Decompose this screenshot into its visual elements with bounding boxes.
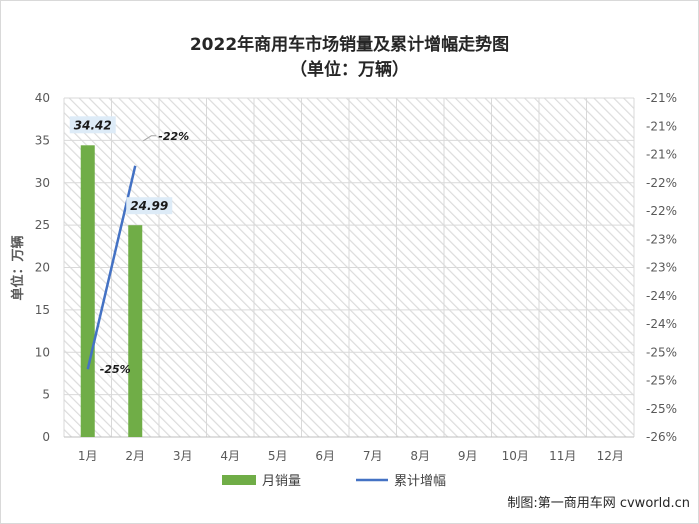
- x-tick-label: 1月: [78, 449, 98, 463]
- y2-tick-label: -21%: [646, 119, 677, 133]
- y2-tick-label: -25%: [646, 374, 677, 388]
- y2-tick-label: -21%: [646, 148, 677, 162]
- chart-title: 2022年商用车市场销量及累计增幅走势图: [189, 35, 510, 55]
- y-tick-label: 30: [35, 176, 50, 190]
- line-data-label: -22%: [158, 130, 189, 143]
- x-tick-label: 10月: [502, 449, 529, 463]
- y2-tick-label: -23%: [646, 232, 677, 246]
- legend-swatch-monthly-sales: [222, 475, 256, 485]
- y-tick-label: 5: [42, 388, 50, 402]
- y2-tick-label: -24%: [646, 289, 677, 303]
- y2-tick-label: -24%: [646, 317, 677, 331]
- legend-label-cumulative-growth: 累计增幅: [394, 474, 446, 489]
- x-tick-label: 9月: [458, 449, 478, 463]
- bar-data-label-box: [69, 116, 116, 134]
- line-label-leader: [142, 135, 157, 142]
- legend-label-monthly-sales: 月销量: [262, 474, 301, 489]
- y-tick-label: 40: [35, 91, 50, 105]
- y-axis-label: 单位：万辆: [10, 235, 26, 300]
- x-tick-label: 4月: [220, 449, 240, 463]
- x-tick-label: 5月: [268, 449, 288, 463]
- y2-tick-label: -25%: [646, 402, 677, 416]
- x-tick-label: 3月: [173, 449, 193, 463]
- bar-1月: [80, 145, 95, 437]
- y-tick-label: 20: [35, 261, 50, 275]
- y-tick-label: 35: [35, 133, 50, 147]
- y2-tick-label: -25%: [646, 345, 677, 359]
- bar-data-label-box: [126, 197, 173, 215]
- bar-data-label: 24.99: [130, 199, 168, 213]
- y2-tick-label: -22%: [646, 204, 677, 218]
- y-tick-label: 15: [35, 303, 50, 317]
- line-data-label: -25%: [100, 363, 131, 376]
- y-tick-label: 25: [35, 218, 50, 232]
- x-tick-label: 2月: [125, 449, 145, 463]
- y2-tick-label: -21%: [646, 91, 677, 105]
- y2-tick-label: -26%: [646, 430, 677, 444]
- x-tick-label: 12月: [597, 449, 624, 463]
- x-tick-label: 11月: [549, 449, 576, 463]
- y2-tick-label: -22%: [646, 176, 677, 190]
- chart-subtitle: （单位：万辆）: [290, 60, 409, 80]
- y-tick-label: 10: [35, 345, 50, 359]
- bar-data-label: 34.42: [74, 118, 112, 132]
- x-tick-label: 8月: [410, 449, 430, 463]
- chart-credit: 制图:第一商用车网 cvworld.cn: [507, 495, 690, 511]
- y-tick-label: 0: [42, 430, 50, 444]
- y2-tick-label: -23%: [646, 261, 677, 275]
- x-tick-label: 7月: [363, 449, 383, 463]
- bar-2月: [128, 225, 143, 437]
- x-tick-label: 6月: [315, 449, 335, 463]
